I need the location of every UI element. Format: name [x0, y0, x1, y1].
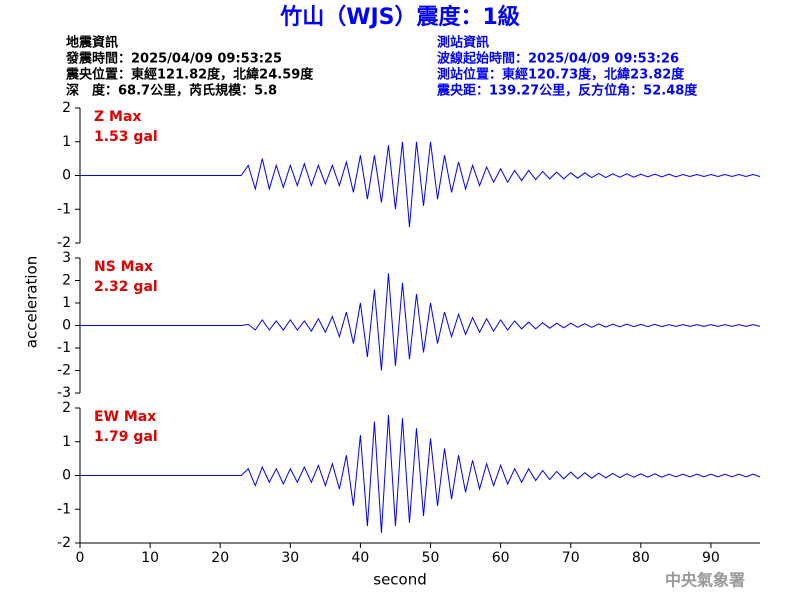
y-tick-label: -2 — [57, 535, 71, 551]
y-tick-label: 3 — [62, 250, 71, 266]
station-info: 測站位置：東經120.73度，北緯23.82度 — [437, 67, 685, 83]
trace — [80, 141, 761, 228]
event-info: 震央位置：東經121.82度，北緯24.59度 — [65, 67, 314, 83]
station-info: 震央距：139.27公里，反方位角：52.48度 — [436, 83, 698, 99]
x-axis-label: second — [373, 571, 427, 589]
footer-mark: 中央氣象署 — [665, 571, 745, 590]
x-tick-label: 10 — [141, 550, 159, 566]
station-info: 波線起始時間：2025/04/09 09:53:26 — [437, 51, 679, 67]
y-tick-label: 2 — [62, 400, 71, 416]
annotation: 1.79 gal — [94, 429, 158, 445]
y-tick-label: 1 — [62, 134, 71, 150]
y-axis-label: acceleration — [23, 256, 41, 348]
x-tick-label: 20 — [211, 550, 229, 566]
x-tick-label: 60 — [492, 550, 510, 566]
x-tick-label: 40 — [351, 550, 369, 566]
y-tick-label: 1 — [62, 434, 71, 450]
annotation: EW Max — [94, 409, 156, 425]
y-tick-label: 2 — [62, 273, 71, 289]
y-tick-label: 2 — [62, 100, 71, 116]
station-info: 測站資訊 — [437, 35, 489, 51]
event-info: 深 度：68.7公里，芮氏規模：5.8 — [66, 83, 277, 99]
x-tick-label: 0 — [76, 550, 85, 566]
annotation: NS Max — [94, 259, 153, 275]
y-tick-label: -1 — [57, 501, 71, 517]
chart-title: 竹山（WJS）震度：1級 — [279, 4, 520, 30]
y-tick-label: 0 — [62, 318, 71, 334]
event-info: 發震時間：2025/04/09 09:53:25 — [65, 51, 282, 67]
event-info: 地震資訊 — [66, 35, 118, 51]
x-tick-label: 90 — [702, 550, 720, 566]
x-tick-label: 50 — [422, 550, 440, 566]
x-tick-label: 70 — [562, 550, 580, 566]
y-tick-label: 0 — [62, 468, 71, 484]
y-tick-label: -3 — [57, 385, 71, 401]
x-tick-label: 30 — [281, 550, 299, 566]
y-tick-label: 1 — [62, 295, 71, 311]
y-tick-label: -1 — [57, 340, 71, 356]
trace — [80, 273, 761, 371]
y-tick-label: -2 — [57, 363, 71, 379]
annotation: 2.32 gal — [94, 279, 158, 295]
y-tick-label: 0 — [62, 168, 71, 184]
annotation: 1.53 gal — [94, 129, 158, 145]
trace — [80, 415, 761, 533]
x-tick-label: 80 — [632, 550, 650, 566]
annotation: Z Max — [94, 109, 141, 125]
y-tick-label: -1 — [57, 201, 71, 217]
y-tick-label: -2 — [57, 235, 71, 251]
